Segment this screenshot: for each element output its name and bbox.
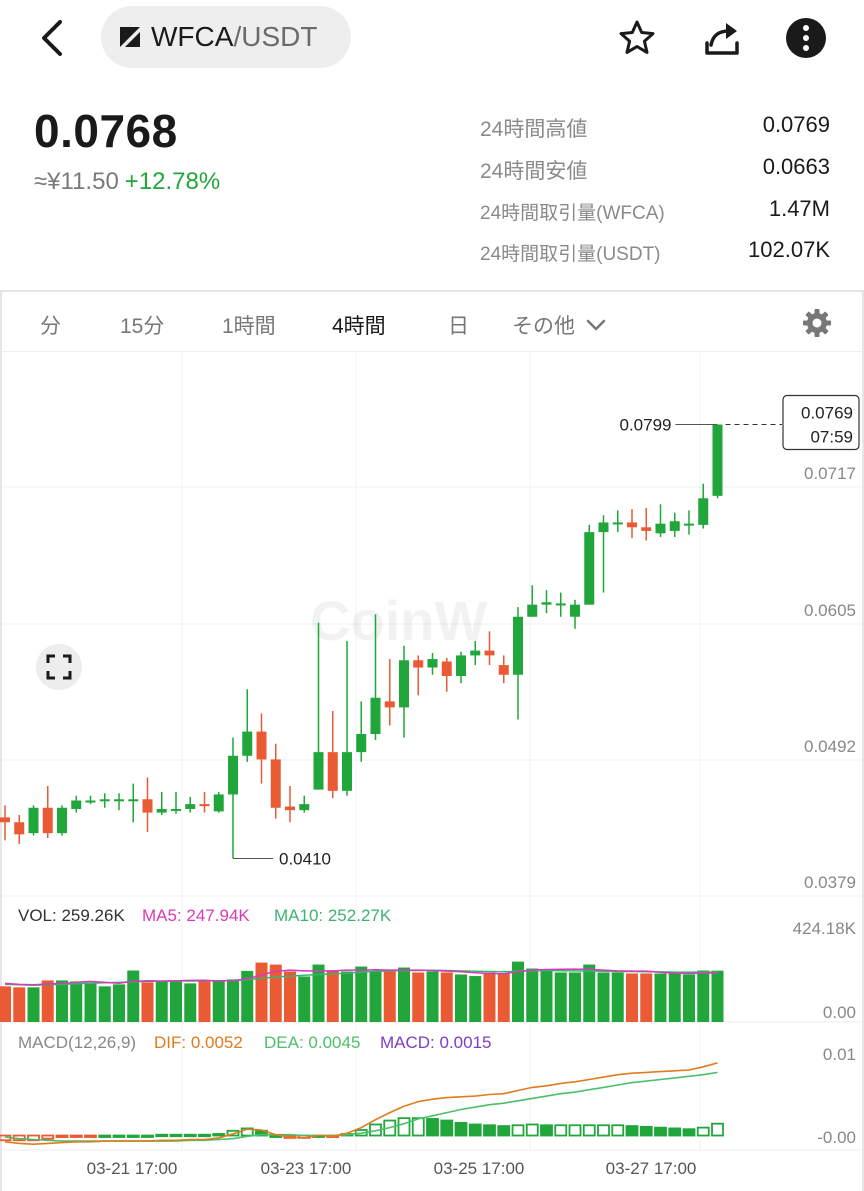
interval-tabs: 分 15分 1時間 4時間 日 その他	[2, 292, 862, 352]
chart-panel: 分 15分 1時間 4時間 日 その他	[0, 290, 864, 1191]
token-logo-icon	[120, 27, 140, 47]
expand-icon	[46, 654, 72, 680]
change-percent: +12.78%	[124, 168, 221, 195]
price-sub: ≈¥11.50 +12.78%	[34, 168, 220, 196]
gear-icon	[803, 309, 831, 337]
more-vertical-icon	[786, 18, 826, 58]
tab-15min[interactable]: 15分	[120, 315, 165, 338]
favorite-button[interactable]	[613, 14, 661, 62]
tab-1hour[interactable]: 1時間	[222, 315, 276, 338]
more-button[interactable]	[782, 14, 830, 62]
tab-more-label: その他	[512, 315, 575, 338]
stat-label-volume-base: 24時間取引量(WFCA)	[480, 203, 665, 224]
stat-label-high: 24時間高値	[480, 118, 588, 141]
chevron-left-icon	[42, 20, 62, 56]
tab-day[interactable]: 日	[448, 315, 469, 338]
star-outline-icon	[619, 20, 655, 54]
back-button[interactable]	[30, 16, 74, 60]
stat-value-low: 0.0663	[762, 154, 830, 179]
tab-minute[interactable]: 分	[40, 315, 61, 338]
chart-settings-button[interactable]	[800, 306, 834, 340]
last-price: 0.0768	[34, 105, 178, 157]
pair-selector[interactable]: WFCA/USDT	[101, 6, 351, 68]
tab-more[interactable]: その他	[512, 310, 607, 340]
stat-value-volume-quote: 102.07K	[748, 237, 830, 262]
top-bar: WFCA/USDT	[0, 0, 864, 80]
fiat-value: ≈¥11.50	[34, 168, 119, 195]
stat-value-high: 0.0769	[762, 112, 830, 137]
pair-quote-label: /USDT	[233, 21, 318, 52]
share-icon	[705, 23, 739, 55]
stat-label-volume-quote: 24時間取引量(USDT)	[480, 244, 661, 265]
chevron-down-icon	[586, 319, 606, 331]
tab-4hour[interactable]: 4時間	[332, 315, 386, 338]
fullscreen-button[interactable]	[36, 644, 82, 690]
pair-base-label: WFCA	[151, 21, 234, 52]
stat-label-low: 24時間安値	[480, 160, 588, 183]
stat-value-volume-base: 1.47M	[768, 196, 830, 221]
share-button[interactable]	[698, 14, 746, 62]
